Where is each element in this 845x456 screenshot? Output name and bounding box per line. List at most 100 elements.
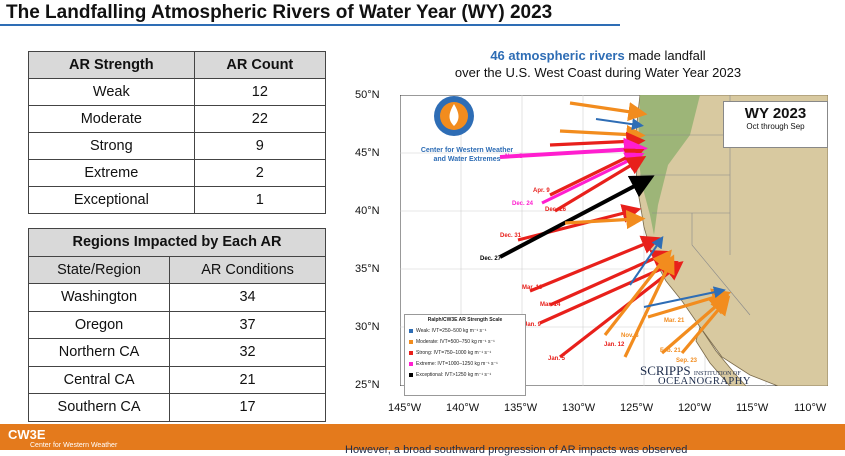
date-label: Nov. 8 (621, 333, 639, 339)
table-row: Washington 34 (27, 283, 326, 312)
legend-swatch (409, 351, 413, 355)
row-value: 17 (169, 393, 326, 422)
map-title-line2: over the U.S. West Coast during Water Ye… (454, 65, 742, 80)
date-label: Mar. 21 (664, 318, 685, 324)
date-label: Dec. 31 (500, 233, 522, 239)
legend-label: Exceptional: IVT>1250 kg m⁻¹ s⁻¹ (416, 372, 492, 378)
scripps-oceanography: OCEANOGRAPHY (658, 376, 751, 387)
lon-label: 135°W (504, 402, 538, 414)
wy-subtitle: Oct through Sep (746, 122, 805, 131)
table-row: Central CA 21 (27, 365, 326, 394)
title-divider (0, 24, 620, 26)
row-value: 1 (193, 186, 327, 214)
logo-label-line2: and Water Extremes (433, 156, 501, 163)
row-value: 32 (169, 338, 326, 367)
lat-label: 40°N (355, 205, 380, 217)
legend-item: Moderate: IVT=500–750 kg m⁻¹ s⁻¹ (409, 339, 525, 345)
footer-bar (0, 424, 845, 450)
col-header-count: AR Count (193, 51, 327, 79)
row-label: Southern CA (27, 393, 171, 422)
row-label: Exceptional (28, 186, 195, 214)
table-row: Weak 12 (28, 78, 327, 106)
wy-title: WY 2023 (744, 105, 807, 122)
footer-logo: CW3E (8, 427, 46, 442)
lon-label: 125°W (620, 402, 654, 414)
date-label: Jan. 12 (604, 342, 625, 348)
row-value: 9 (193, 132, 327, 160)
footer-logo-sub: Center for Western Weather (30, 442, 118, 449)
table-row: Extreme 2 (28, 159, 327, 187)
row-value: 37 (169, 310, 326, 339)
map-title: 46 atmospheric rivers made landfall over… (398, 47, 798, 81)
row-label: Oregon (27, 310, 171, 339)
ar-strength-table: AR Strength AR Count Weak 12 Moderate 22 S… (28, 51, 327, 214)
date-label: Dec. 27 (480, 256, 502, 262)
legend-label: Strong: IVT=750–1000 kg m⁻¹ s⁻¹ (416, 350, 492, 356)
lat-label: 50°N (355, 89, 380, 101)
map-title-highlight: 46 atmospheric rivers (490, 48, 625, 63)
col-header-conditions: AR Conditions (169, 255, 326, 284)
cw3e-logo-icon (434, 96, 474, 136)
row-label: Moderate (28, 105, 195, 133)
scripps-institution: INSTITUTION OF (693, 371, 741, 377)
row-label: Northern CA (27, 338, 171, 367)
lat-label: 25°N (355, 379, 380, 391)
table-row: Northern CA 32 (27, 338, 326, 367)
lon-label: 115°W (736, 402, 769, 414)
lat-label: 45°N (355, 147, 380, 159)
terrain-forest (638, 95, 700, 235)
legend-swatch (409, 362, 413, 366)
footer-text: However, a broad southward progression o… (345, 444, 688, 456)
scripps-name: SCRIPPS (640, 363, 691, 378)
lat-label: 30°N (355, 321, 380, 333)
strength-scale-legend: Ralph/CW3E AR Strength Scale Weak: IVT=2… (404, 314, 526, 396)
row-value: 2 (193, 159, 327, 187)
date-label: Feb. 21 (660, 348, 681, 354)
date-label: Apr. 9 (533, 188, 550, 194)
legend-swatch (409, 329, 413, 333)
legend-label: Weak: IVT=250–500 kg m⁻¹ s⁻¹ (416, 328, 487, 334)
row-value: 34 (169, 283, 326, 312)
wy-box: WY 2023 Oct through Sep (723, 101, 828, 148)
legend-label: Extreme: IVT=1000–1250 kg m⁻¹ s⁻¹ (416, 361, 498, 367)
baja-peninsula (695, 326, 747, 386)
regions-table-title: Regions Impacted by Each AR (28, 228, 326, 257)
row-value: 21 (169, 365, 326, 394)
col-header-strength: AR Strength (28, 51, 195, 79)
table-row: Moderate 22 (28, 105, 327, 133)
cw3e-logo-label: Center for Western Weather and Water Ext… (417, 146, 517, 164)
date-label: Mar. 10 (522, 285, 543, 291)
date-label: Nov. 5 (505, 154, 523, 160)
page-title: The Landfalling Atmospheric Rivers of Wa… (6, 2, 553, 23)
table-row: Southern CA 17 (27, 393, 326, 422)
col-header-region: State/Region (27, 255, 171, 284)
row-label: Washington (27, 283, 171, 312)
date-label: Dec. 26 (545, 207, 567, 213)
lon-label: 120°W (678, 402, 712, 414)
legend-item: Exceptional: IVT>1250 kg m⁻¹ s⁻¹ (409, 372, 525, 378)
logo-label-line1: Center for Western Weather (420, 147, 514, 154)
map-title-rest: made landfall (624, 48, 706, 63)
legend-swatch (409, 373, 413, 377)
lon-label: 145°W (388, 402, 422, 414)
table-row: Oregon 37 (27, 310, 326, 339)
row-value: 12 (193, 78, 327, 106)
regions-table: Regions Impacted by Each AR State/Region… (27, 228, 326, 422)
date-label: Jan. 9 (524, 322, 542, 328)
row-label: Weak (28, 78, 195, 106)
row-value: 22 (193, 105, 327, 133)
legend-title: Ralph/CW3E AR Strength Scale (427, 317, 503, 323)
legend-item: Extreme: IVT=1000–1250 kg m⁻¹ s⁻¹ (409, 361, 525, 367)
table-row: Strong 9 (28, 132, 327, 160)
legend-item: Strong: IVT=750–1000 kg m⁻¹ s⁻¹ (409, 350, 525, 356)
date-label: Dec. 24 (512, 201, 534, 207)
row-label: Extreme (28, 159, 195, 187)
table-row: Exceptional 1 (28, 186, 327, 214)
lat-label: 35°N (355, 263, 380, 275)
lon-label: 130°W (562, 402, 596, 414)
scripps-logo: SCRIPPS INSTITUTION OF (640, 363, 741, 379)
ar-arrows (499, 101, 732, 359)
date-label: Sep. 23 (676, 358, 698, 364)
row-label: Strong (28, 132, 195, 160)
row-label: Central CA (27, 365, 171, 394)
